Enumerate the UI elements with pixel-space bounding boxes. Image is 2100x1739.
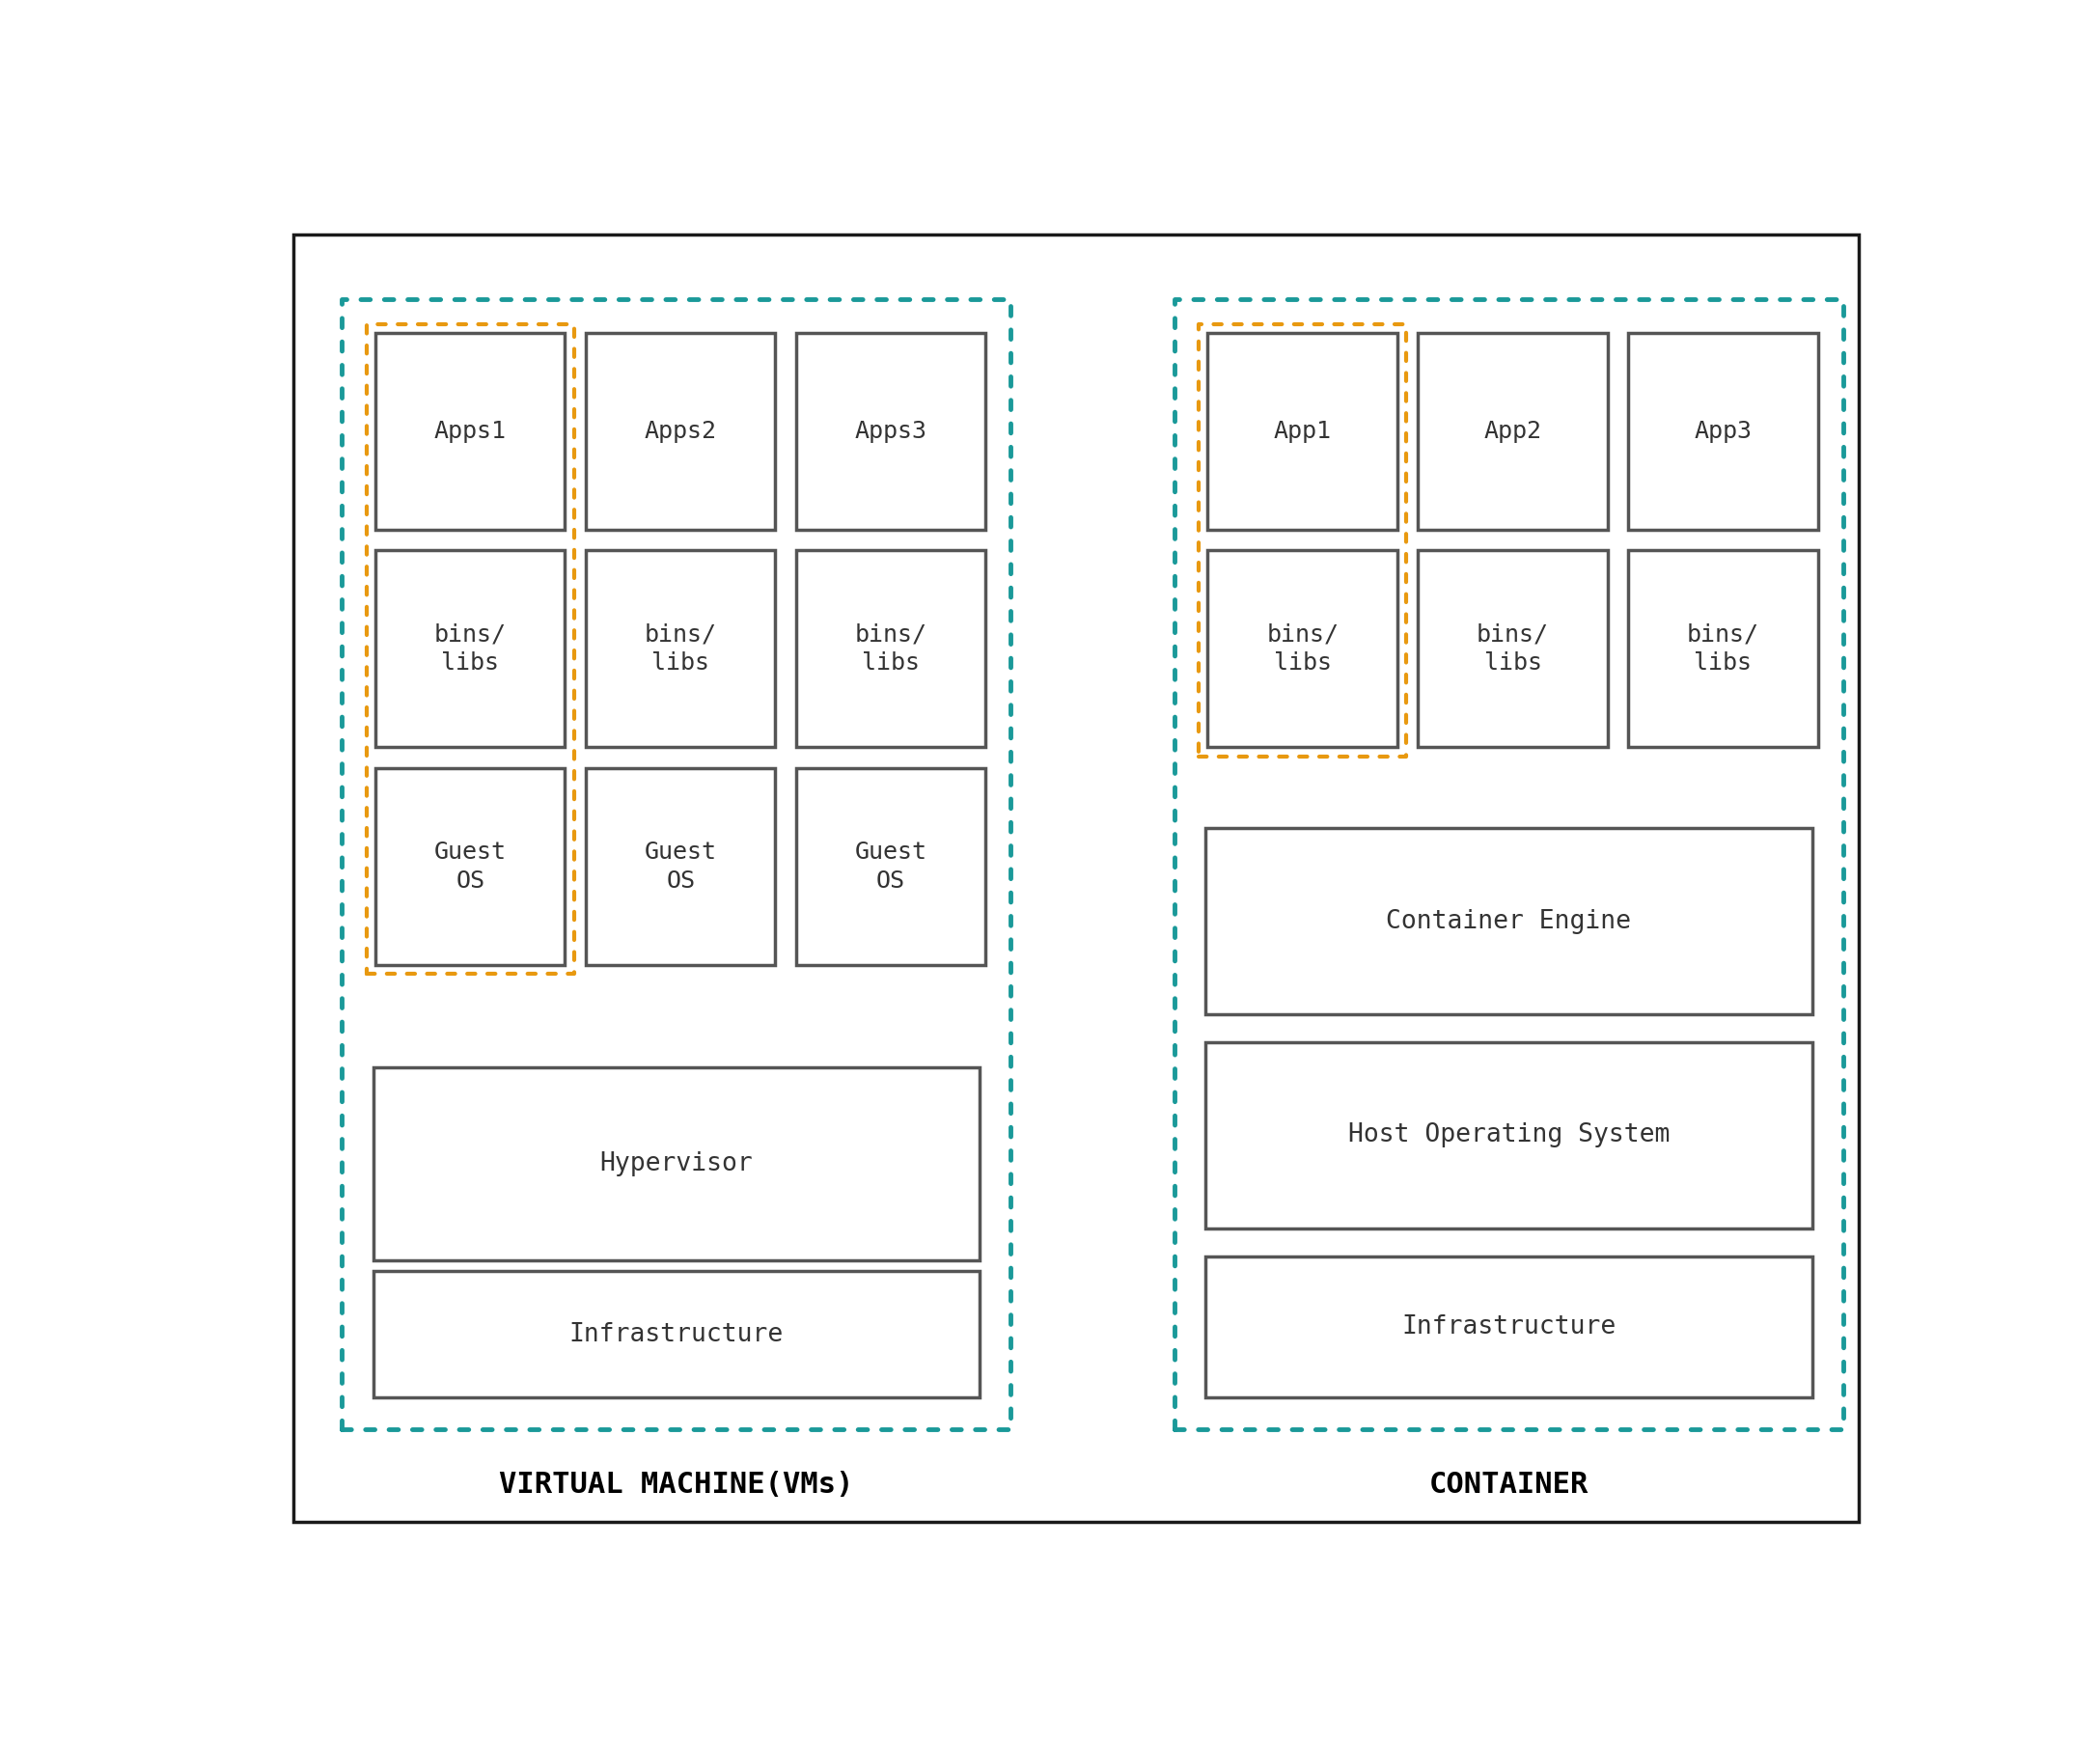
Bar — [1205, 1042, 1812, 1228]
Bar — [367, 323, 573, 974]
Text: Apps3: Apps3 — [855, 419, 926, 443]
Bar — [1418, 551, 1609, 748]
Text: Apps1: Apps1 — [435, 419, 506, 443]
Text: Container Engine: Container Engine — [1386, 909, 1632, 934]
Text: VIRTUAL MACHINE(VMs): VIRTUAL MACHINE(VMs) — [500, 1471, 855, 1499]
Bar — [586, 551, 775, 748]
Bar — [796, 332, 985, 530]
Bar — [1205, 1256, 1812, 1398]
Bar — [586, 332, 775, 530]
Text: bins/
libs: bins/ libs — [1476, 623, 1550, 675]
Text: Apps2: Apps2 — [645, 419, 716, 443]
Bar — [796, 551, 985, 748]
Text: App3: App3 — [1695, 419, 1751, 443]
Text: App1: App1 — [1273, 419, 1331, 443]
Bar — [374, 1068, 979, 1261]
Text: CONTAINER: CONTAINER — [1428, 1471, 1588, 1499]
Text: Guest
OS: Guest OS — [855, 840, 926, 892]
Text: bins/
libs: bins/ libs — [1686, 623, 1760, 675]
Text: Host Operating System: Host Operating System — [1348, 1123, 1670, 1148]
Bar — [376, 332, 565, 530]
Text: bins/
libs: bins/ libs — [1266, 623, 1338, 675]
Bar — [1418, 332, 1609, 530]
Bar — [1628, 332, 1819, 530]
Bar — [1205, 828, 1812, 1014]
Text: Hypervisor: Hypervisor — [601, 1151, 754, 1176]
Text: bins/
libs: bins/ libs — [855, 623, 926, 675]
Bar — [376, 551, 565, 748]
Text: Infrastructure: Infrastructure — [569, 1322, 783, 1348]
Text: Infrastructure: Infrastructure — [1401, 1315, 1617, 1339]
Bar — [1199, 323, 1407, 756]
Bar — [796, 769, 985, 965]
Bar — [586, 769, 775, 965]
Text: App2: App2 — [1485, 419, 1541, 443]
Bar — [376, 769, 565, 965]
Text: bins/
libs: bins/ libs — [645, 623, 716, 675]
Bar — [1174, 299, 1844, 1429]
Bar — [1628, 551, 1819, 748]
Bar — [1207, 332, 1396, 530]
Text: Guest
OS: Guest OS — [435, 840, 506, 892]
Bar — [1207, 551, 1396, 748]
Text: bins/
libs: bins/ libs — [435, 623, 506, 675]
Bar — [342, 299, 1010, 1429]
Bar — [374, 1271, 979, 1398]
Text: Guest
OS: Guest OS — [645, 840, 716, 892]
